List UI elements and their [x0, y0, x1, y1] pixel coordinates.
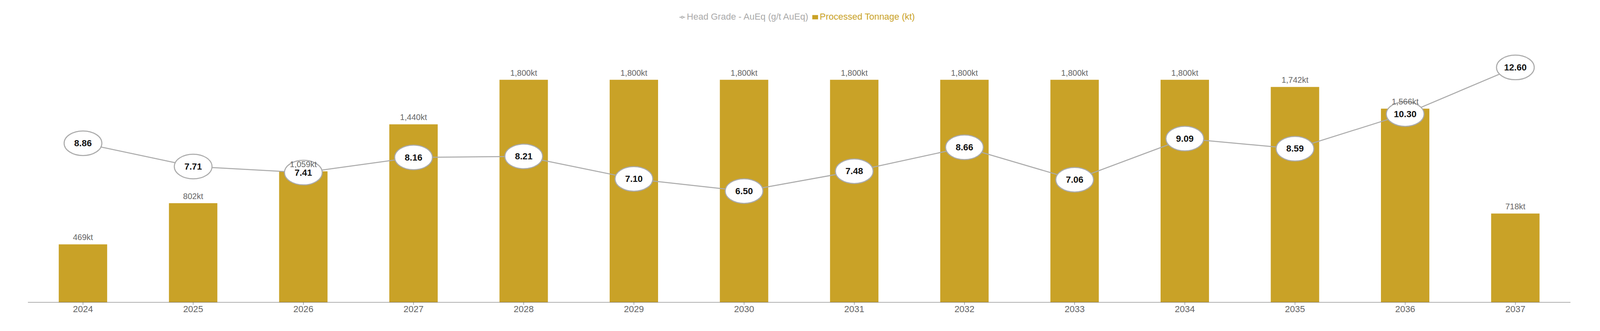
- svg-text:8.21: 8.21: [514, 151, 533, 162]
- svg-text:7.48: 7.48: [845, 166, 864, 177]
- svg-text:1,440kt: 1,440kt: [400, 112, 428, 122]
- svg-text:2031: 2031: [844, 304, 865, 315]
- svg-text:469kt: 469kt: [73, 233, 94, 243]
- svg-text:7.71: 7.71: [184, 161, 202, 172]
- svg-text:2030: 2030: [733, 304, 755, 315]
- svg-text:718kt: 718kt: [1505, 202, 1526, 212]
- svg-text:2028: 2028: [513, 304, 534, 315]
- svg-text:1,800kt: 1,800kt: [620, 68, 648, 78]
- svg-text:1,566kt: 1,566kt: [1391, 97, 1419, 107]
- svg-text:8.16: 8.16: [404, 152, 423, 163]
- svg-text:2034: 2034: [1174, 304, 1196, 315]
- svg-text:7.10: 7.10: [625, 173, 643, 185]
- svg-text:1,800kt: 1,800kt: [1061, 68, 1089, 78]
- svg-text:2029: 2029: [624, 304, 645, 315]
- svg-text:1,742kt: 1,742kt: [1281, 75, 1309, 85]
- svg-text:10.30: 10.30: [1394, 109, 1417, 120]
- svg-text:1,800kt: 1,800kt: [950, 68, 979, 78]
- svg-text:7.41: 7.41: [294, 167, 313, 179]
- svg-text:1,800kt: 1,800kt: [840, 68, 868, 78]
- svg-text:9.09: 9.09: [1176, 133, 1194, 144]
- svg-text:6.50: 6.50: [735, 186, 753, 197]
- svg-text:1,800kt: 1,800kt: [510, 68, 538, 78]
- svg-text:1,059kt: 1,059kt: [290, 160, 318, 170]
- svg-text:2025: 2025: [182, 304, 204, 315]
- svg-text:12.60: 12.60: [1504, 62, 1527, 73]
- svg-text:2032: 2032: [954, 304, 975, 315]
- html-text:Head Grade - AuEq (g/t AuEq): Head Grade - AuEq (g/t AuEq): [686, 11, 809, 22]
- svg-text:1,800kt: 1,800kt: [730, 68, 758, 78]
- svg-text:2033: 2033: [1064, 304, 1085, 315]
- svg-text:2024: 2024: [73, 304, 94, 315]
- svg-text:8.66: 8.66: [955, 142, 974, 153]
- html-text:Processed Tonnage (kt): Processed Tonnage (kt): [819, 11, 915, 22]
- svg-text:8.86: 8.86: [74, 138, 92, 149]
- svg-text:2035: 2035: [1284, 304, 1306, 315]
- svg-text:2036: 2036: [1395, 304, 1416, 315]
- svg-text:2026: 2026: [293, 304, 314, 315]
- svg-text:8.59: 8.59: [1286, 143, 1304, 154]
- svg-text:7.06: 7.06: [1065, 174, 1084, 186]
- svg-text:1,800kt: 1,800kt: [1171, 68, 1199, 78]
- svg-text:802kt: 802kt: [182, 192, 204, 202]
- svg-text:2037: 2037: [1505, 304, 1526, 315]
- svg-text:2027: 2027: [403, 304, 424, 315]
